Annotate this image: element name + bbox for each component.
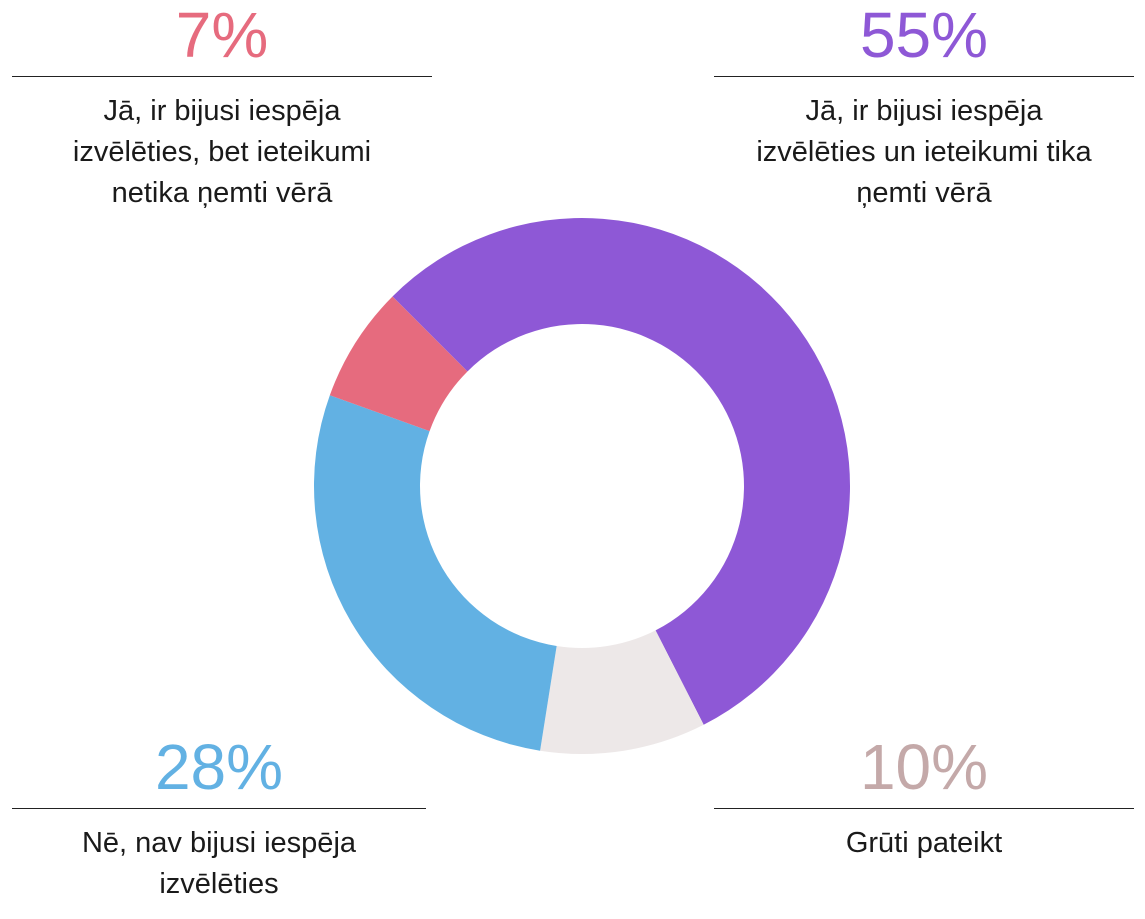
label-block: 10% Grūti pateikt: [714, 732, 1134, 864]
percent-label: 28%: [154, 731, 284, 803]
donut-segment: [314, 395, 557, 751]
percent-label: 55%: [859, 0, 989, 71]
category-label: Jā, ir bijusi iespēja izvēlēties un iete…: [756, 95, 1092, 209]
percent-label: 7%: [175, 0, 269, 71]
percent-label: 10%: [859, 731, 989, 803]
donut-segment: [329, 296, 468, 432]
category-label: Nē, nav bijusi iespēja izvēlēties: [81, 827, 357, 900]
category-label: Grūti pateikt: [845, 827, 1003, 859]
label-block: 55% Jā, ir bijusi iespēja izvēlēties un i…: [714, 0, 1134, 214]
category-label: Jā, ir bijusi iespēja izvēlēties, bet ie…: [72, 95, 372, 209]
label-block: 7% Jā, ir bijusi iespēja izvēlēties, bet …: [12, 0, 432, 214]
label-block: 28% Nē, nav bijusi iespēja izvēlēties: [12, 732, 426, 905]
divider: [714, 76, 1134, 77]
divider: [12, 808, 426, 809]
donut-segment: [540, 630, 704, 754]
donut-segment: [392, 217, 851, 725]
divider: [714, 808, 1134, 809]
divider: [12, 76, 432, 77]
